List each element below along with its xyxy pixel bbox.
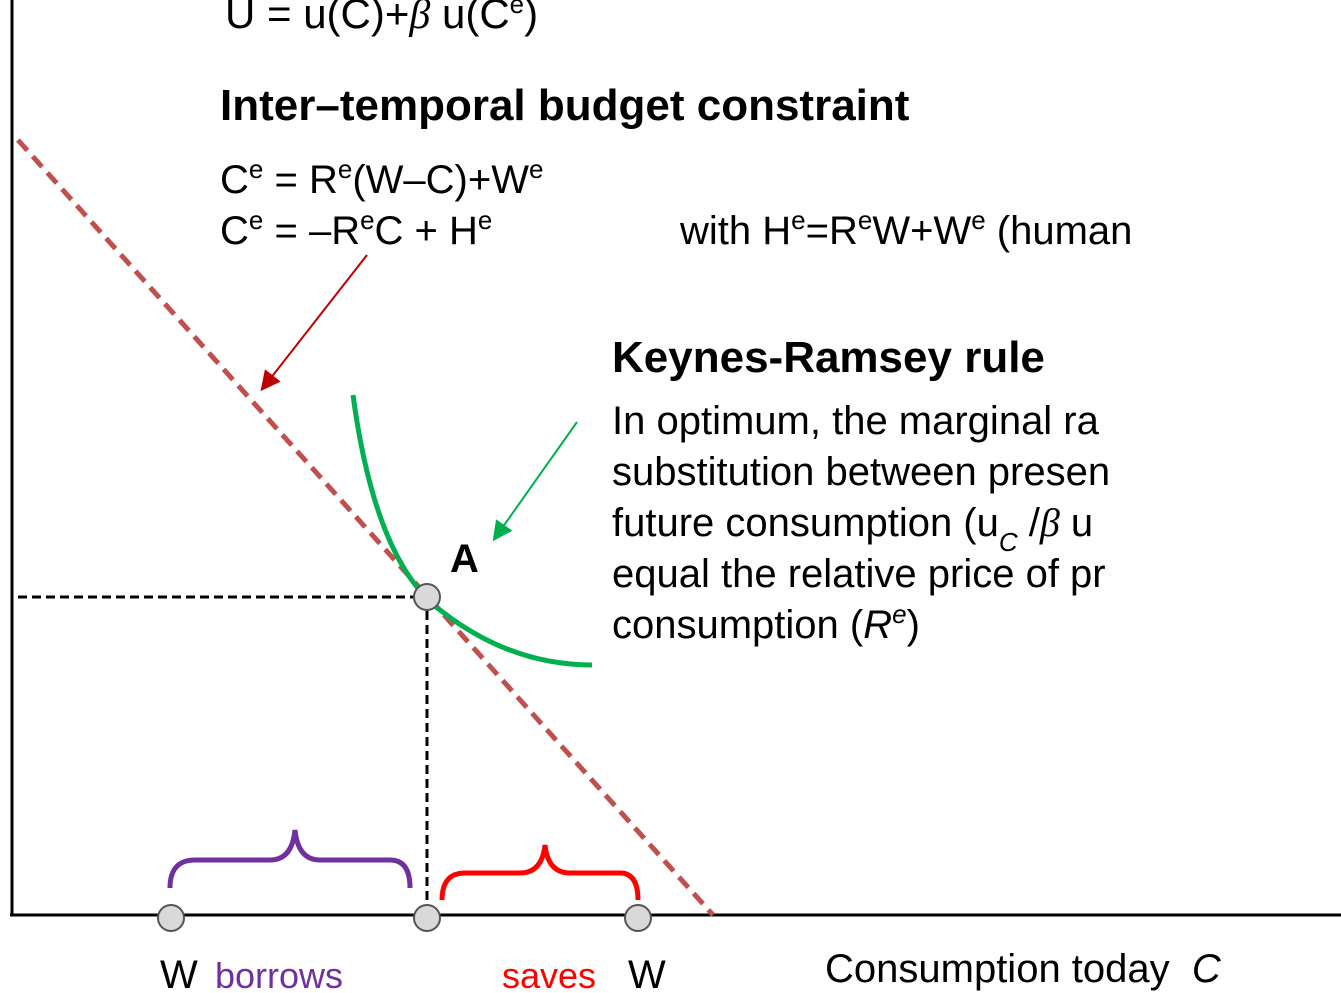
point-a xyxy=(413,583,441,611)
budget-note: with He=ReW+We (human xyxy=(679,205,1132,253)
budget-arrow xyxy=(260,254,368,392)
utility: U = u(C)+β u(Ce) xyxy=(225,0,538,38)
rule-line: consumption (Re) xyxy=(612,599,920,647)
point-w-right xyxy=(624,904,652,932)
w-right-label: W xyxy=(628,953,666,993)
rule-line: substitution between presen xyxy=(612,450,1110,494)
budget-line xyxy=(16,138,715,917)
rule-line: equal the relative price of pr xyxy=(612,552,1106,596)
rule-line: In optimum, the marginal ra xyxy=(612,399,1100,443)
w-left-label: W xyxy=(160,953,198,993)
budget-line2: Ce = –ReC + He xyxy=(220,205,492,253)
point-w-left xyxy=(157,904,185,932)
budget-title: Inter–temporal budget constraint xyxy=(220,81,910,130)
borrow-brace xyxy=(167,829,413,889)
rule-line: future consumption (uC /β u xyxy=(612,500,1093,557)
point-label: A xyxy=(450,537,479,581)
saves-label: saves xyxy=(502,955,596,993)
save-brace xyxy=(439,844,641,901)
rule-arrow xyxy=(492,421,578,542)
budget-line1: Ce = Re(W–C)+We xyxy=(220,154,543,202)
point-c xyxy=(413,904,441,932)
x-axis-label: Consumption today C xyxy=(825,947,1222,991)
rule-title: Keynes-Ramsey rule xyxy=(612,333,1045,382)
borrows-label: borrows xyxy=(215,955,343,993)
indifference-curve xyxy=(350,394,593,668)
